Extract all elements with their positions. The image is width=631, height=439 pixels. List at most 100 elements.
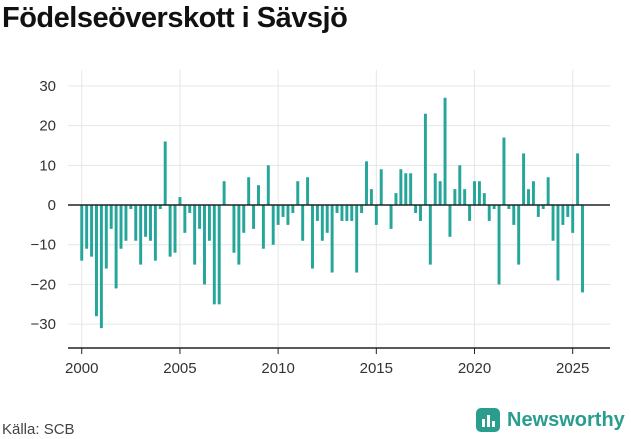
bar bbox=[473, 181, 476, 206]
y-tick-label: −20 bbox=[31, 276, 56, 293]
bar bbox=[423, 113, 427, 206]
bar bbox=[320, 205, 324, 241]
bar bbox=[149, 205, 152, 241]
bar bbox=[433, 173, 437, 206]
bar bbox=[517, 205, 521, 265]
bar bbox=[242, 205, 246, 233]
bar bbox=[188, 205, 192, 213]
bar bbox=[129, 205, 133, 209]
bar bbox=[247, 177, 251, 206]
bar bbox=[335, 205, 339, 213]
y-tick-label: 0 bbox=[48, 197, 56, 214]
bar bbox=[571, 205, 575, 233]
bar bbox=[286, 205, 290, 225]
bar bbox=[443, 97, 447, 206]
bar bbox=[276, 205, 280, 225]
bar bbox=[487, 205, 491, 221]
y-tick-label: −30 bbox=[31, 316, 56, 333]
bar bbox=[369, 189, 373, 206]
bar bbox=[409, 173, 413, 206]
bar bbox=[379, 169, 383, 206]
bar bbox=[124, 205, 128, 241]
bar bbox=[438, 181, 442, 206]
bar bbox=[153, 205, 157, 261]
bar bbox=[556, 205, 560, 281]
bar bbox=[311, 205, 314, 269]
bar bbox=[492, 205, 496, 209]
bar bbox=[237, 205, 241, 265]
bar bbox=[581, 205, 584, 293]
bar bbox=[134, 205, 138, 241]
source-note: Källa: SCB bbox=[2, 421, 75, 438]
bar bbox=[178, 197, 182, 206]
bar bbox=[291, 205, 295, 213]
bar bbox=[566, 205, 570, 217]
bar bbox=[541, 205, 545, 209]
bar bbox=[482, 193, 486, 206]
y-tick-label: 10 bbox=[39, 157, 56, 174]
bar bbox=[99, 205, 103, 329]
bar bbox=[85, 205, 89, 249]
bar bbox=[536, 205, 540, 217]
bar bbox=[355, 205, 359, 273]
x-axis-ticks: 2000 2005 2010 2015 2020 2025 bbox=[65, 348, 589, 377]
bar bbox=[551, 205, 555, 241]
bar bbox=[193, 205, 197, 265]
bar bbox=[261, 205, 265, 249]
bar bbox=[561, 205, 565, 225]
bar bbox=[119, 205, 123, 249]
bar bbox=[212, 205, 216, 305]
bar bbox=[252, 205, 256, 229]
bar bbox=[531, 181, 535, 206]
bar bbox=[198, 205, 202, 229]
y-tick-label: −10 bbox=[31, 237, 56, 254]
bar bbox=[104, 205, 108, 269]
bar-series bbox=[80, 97, 584, 329]
bar bbox=[173, 205, 177, 253]
x-tick-label: 2000 bbox=[65, 360, 98, 377]
x-tick-label: 2015 bbox=[360, 360, 393, 377]
bar bbox=[399, 169, 403, 206]
bar bbox=[281, 205, 285, 217]
bar bbox=[217, 205, 221, 305]
brand[interactable]: Newsworthy bbox=[476, 408, 625, 432]
bar bbox=[389, 205, 393, 229]
bar bbox=[468, 205, 472, 221]
newsworthy-logo-icon bbox=[476, 408, 500, 432]
bar bbox=[527, 189, 530, 206]
bar bbox=[345, 205, 349, 221]
bar bbox=[546, 177, 550, 206]
bar bbox=[158, 205, 162, 209]
bar bbox=[222, 181, 226, 206]
bar bbox=[428, 205, 432, 265]
bar bbox=[365, 161, 368, 206]
bar bbox=[109, 205, 113, 229]
y-axis-ticks: 30 20 10 0 −10 −20 −30 bbox=[31, 78, 56, 333]
bar bbox=[203, 205, 206, 285]
x-tick-label: 2005 bbox=[163, 360, 196, 377]
bar bbox=[350, 205, 354, 221]
bar bbox=[394, 193, 398, 206]
bar bbox=[163, 141, 167, 206]
y-tick-label: 30 bbox=[39, 78, 56, 95]
bar bbox=[306, 177, 310, 206]
bar bbox=[512, 205, 516, 225]
brand-name: Newsworthy bbox=[507, 408, 625, 431]
bar bbox=[463, 189, 467, 206]
bar bbox=[114, 205, 118, 289]
bar bbox=[419, 205, 422, 221]
bar bbox=[95, 205, 98, 317]
bar bbox=[453, 189, 457, 206]
y-tick-label: 20 bbox=[39, 118, 56, 135]
x-tick-label: 2010 bbox=[261, 360, 294, 377]
bar bbox=[325, 205, 329, 233]
bar bbox=[522, 153, 526, 206]
bar bbox=[374, 205, 378, 225]
bar bbox=[232, 205, 236, 253]
bar bbox=[271, 205, 275, 245]
bar bbox=[90, 205, 94, 257]
bar bbox=[507, 205, 511, 209]
bar bbox=[266, 165, 270, 206]
bar bbox=[139, 205, 143, 265]
bar bbox=[257, 185, 260, 206]
